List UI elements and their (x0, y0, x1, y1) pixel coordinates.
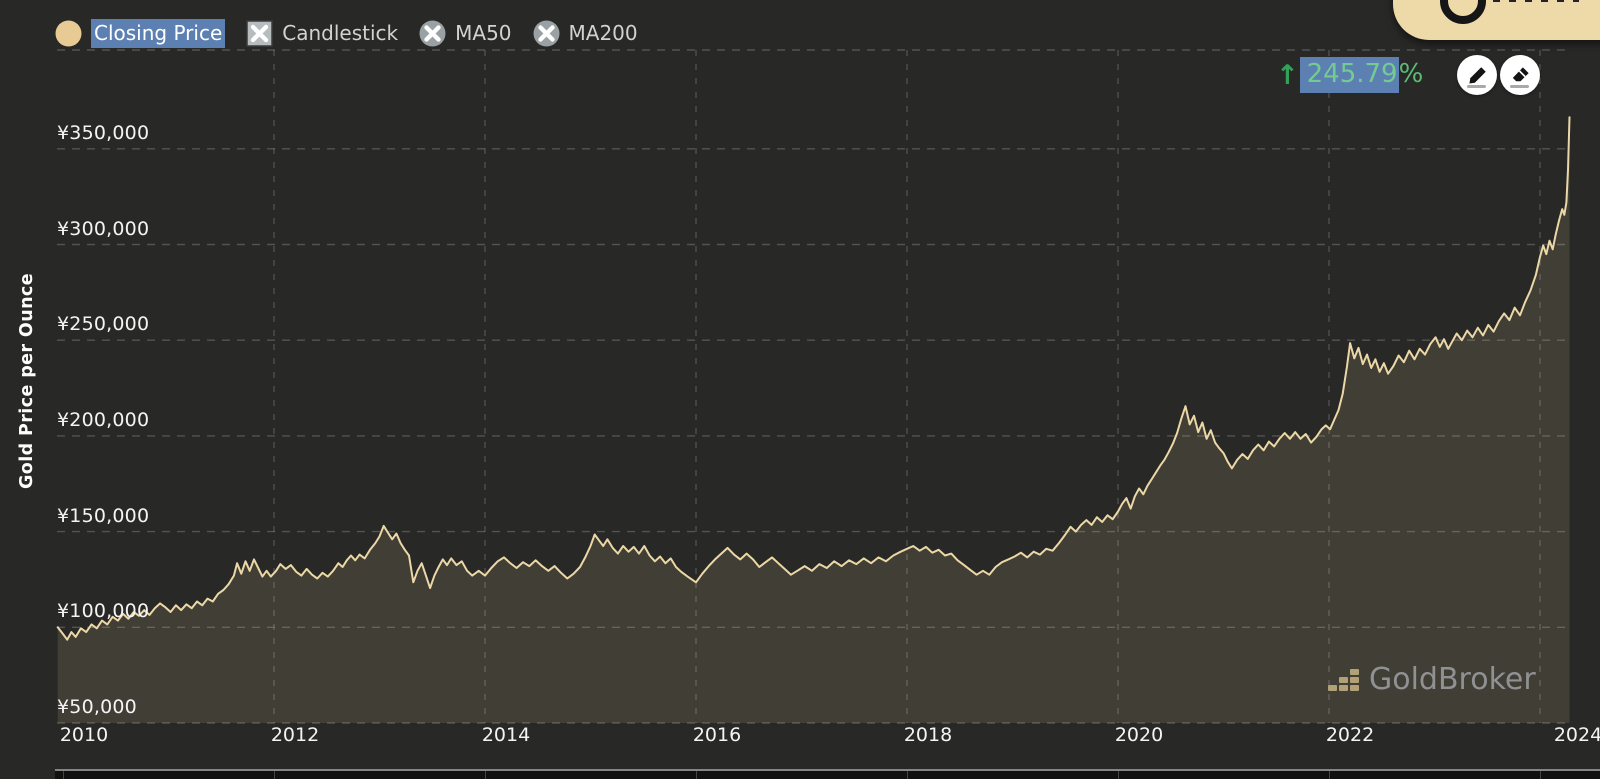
range-strip-tick (907, 771, 908, 779)
closing-price-area-fill (57, 117, 1570, 723)
y-axis-tick-label: ¥250,000 (57, 313, 150, 336)
legend-label-closing-price: Closing Price (91, 19, 226, 48)
x-axis-tick-label: 2014 (481, 724, 531, 746)
eraser-icon (1512, 66, 1529, 81)
cutoff-corner-widget[interactable] (1393, 0, 1600, 40)
legend-label-ma50: MA50 (455, 21, 512, 45)
chart-legend: Closing Price Candlestick MA50 MA200 (55, 19, 638, 48)
range-strip-tick (274, 771, 275, 779)
legend-label-candlestick: Candlestick (282, 21, 399, 45)
x-axis-tick-label: 2020 (1114, 724, 1164, 746)
x-axis-tick-label: 2022 (1325, 724, 1375, 746)
closing-price-line (56, 116, 1571, 641)
widget-text-fragment (1493, 0, 1579, 2)
total-change-badge: ↑ 245.79 % (1276, 57, 1423, 93)
change-percent-value: 245.79 (1299, 57, 1399, 93)
closing-price-marker-icon (55, 20, 82, 47)
widget-arc-glyph (1440, 0, 1486, 24)
range-strip-tick (1329, 771, 1330, 779)
goldbroker-watermark: GoldBroker (1328, 662, 1536, 697)
y-axis-tick-label: ¥150,000 (57, 504, 150, 527)
goldbroker-logo-text: GoldBroker (1369, 662, 1536, 697)
pencil-underline (1467, 85, 1486, 88)
gold-ingots-icon (1328, 669, 1359, 697)
draw-annotation-button[interactable] (1457, 55, 1497, 95)
candlestick-toggle-x-icon (246, 20, 274, 47)
range-selector-strip[interactable] (55, 769, 1600, 779)
erase-annotation-button[interactable] (1500, 55, 1540, 95)
legend-item-ma200[interactable]: MA200 (533, 20, 638, 47)
ma200-toggle-x-icon (533, 20, 560, 47)
legend-item-candlestick[interactable]: Candlestick (246, 20, 398, 47)
x-axis-tick-label: 2024 (1553, 724, 1600, 746)
legend-label-ma200: MA200 (568, 21, 638, 45)
range-strip-tick (63, 771, 64, 779)
ma50-toggle-x-icon (419, 20, 446, 47)
pencil-icon (1468, 66, 1486, 84)
x-axis-tick-label: 2018 (903, 724, 953, 746)
x-axis-tick-label: 2016 (692, 724, 742, 746)
y-axis-tick-label: ¥50,000 (57, 696, 137, 718)
legend-item-closing-price[interactable]: Closing Price (55, 19, 226, 48)
y-axis-tick-label: ¥350,000 (57, 121, 150, 144)
range-strip-tick (1540, 771, 1541, 779)
range-strip-tick (696, 771, 697, 779)
range-strip-tick (1118, 771, 1119, 779)
y-axis-tick-label: ¥200,000 (57, 408, 150, 431)
x-axis-tick-label: 2010 (59, 724, 109, 746)
x-axis-tick-label: 2012 (270, 724, 320, 746)
legend-item-ma50[interactable]: MA50 (419, 20, 512, 47)
up-arrow-icon: ↑ (1276, 59, 1299, 91)
y-axis-title: Gold Price per Ounce (17, 273, 37, 489)
range-strip-tick (485, 771, 486, 779)
y-axis-tick-label: ¥100,000 (57, 600, 150, 623)
y-axis-tick-label: ¥300,000 (57, 217, 150, 240)
eraser-underline (1510, 85, 1529, 88)
percent-sign: % (1398, 59, 1424, 89)
